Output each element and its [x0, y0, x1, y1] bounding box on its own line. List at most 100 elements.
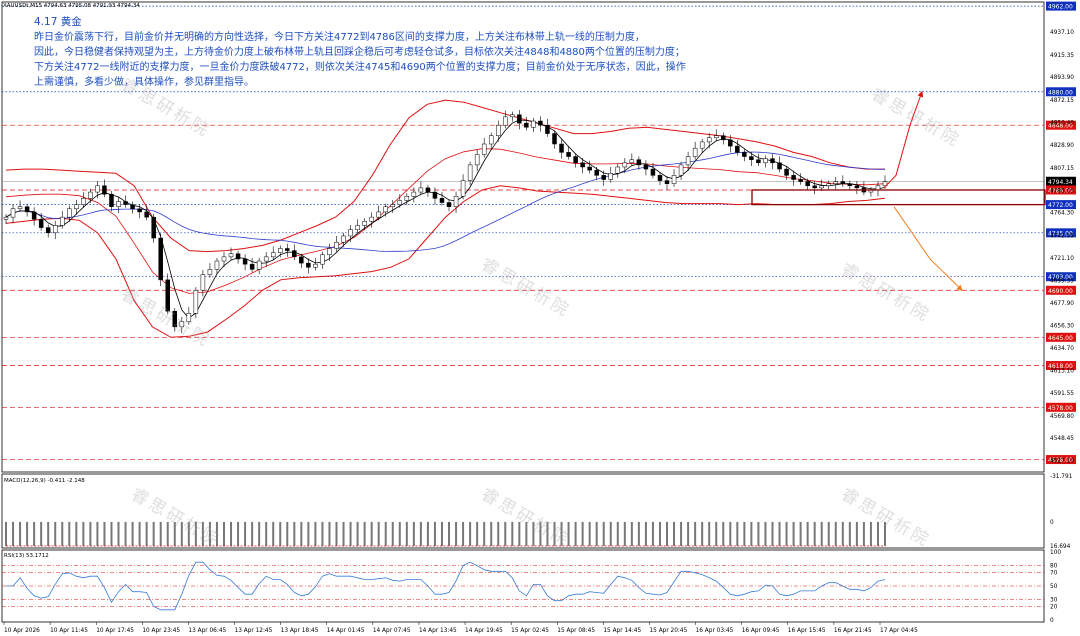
time-tick-label: 15 Apr 14:45	[603, 628, 641, 634]
rsi-tick-label: 0	[1050, 618, 1054, 624]
price-tick-label: 4721.10	[1050, 256, 1074, 262]
price-tick-label: 4828.90	[1050, 143, 1074, 149]
candle-body	[728, 139, 733, 147]
macd-tick-label: -31.791	[1050, 474, 1073, 480]
candle-body	[249, 263, 255, 270]
candle-body	[601, 175, 606, 180]
time-tick-label: 10 Apr 2026	[4, 628, 40, 634]
analysis-line-2: 因此，今日稳健者保持观望为主，上方待金价力度上破布林带上轨且回踩企稳后可考虑轻仓…	[34, 47, 685, 58]
candle-body	[805, 181, 810, 187]
price-level-label: 4745.00	[1048, 230, 1073, 237]
rsi-tick-label: 20	[1050, 604, 1058, 610]
macd-tick-label: 0	[1050, 520, 1054, 526]
price-tick-label: 4807.15	[1050, 166, 1074, 172]
candle-body	[573, 156, 578, 164]
price-tick-label: 4850.40	[1050, 121, 1074, 127]
candle-body	[369, 216, 374, 222]
time-tick-label: 15 Apr 08:45	[557, 628, 595, 634]
candle-body	[587, 166, 592, 171]
time-tick-label: 16 Apr 21:45	[834, 628, 872, 634]
candle-body	[467, 164, 473, 181]
candle-body	[706, 137, 712, 143]
candle-body	[432, 191, 438, 199]
candle-body	[510, 114, 515, 118]
candle-body	[151, 216, 156, 239]
bollinger-lower	[5, 185, 886, 338]
arrow-down	[893, 206, 963, 291]
price-level-tag	[1046, 332, 1076, 342]
candle-body	[629, 159, 635, 164]
candle-body	[840, 181, 846, 184]
candle-body	[123, 201, 128, 205]
time-tick-label: 13 Apr 12:45	[235, 628, 273, 634]
price-level-label: 4528.00	[1048, 457, 1073, 464]
candle-body	[313, 263, 318, 268]
candle-body	[341, 235, 346, 243]
candle-body	[179, 321, 185, 328]
price-level-label: 4618.00	[1048, 363, 1073, 370]
price-level-tag	[1046, 361, 1076, 371]
macd-histogram: MACD(12,26,9) -0.411 -2.148 16.694 0 -31.79…	[4, 474, 1073, 550]
price-tick-label: 4634.70	[1050, 346, 1074, 352]
rsi-tick-label: 70	[1050, 570, 1058, 576]
candle-body	[67, 208, 72, 218]
candle-body	[657, 175, 663, 181]
macd-tick-label: 16.694	[1050, 544, 1071, 550]
rsi-tick-label: 50	[1050, 584, 1058, 590]
price-level-label: 4962.00	[1048, 4, 1073, 11]
time-tick-label: 10 Apr 17:45	[96, 628, 134, 634]
candle-body	[636, 159, 642, 166]
candle-body	[390, 204, 396, 207]
candle-body	[503, 116, 508, 126]
candle-body	[439, 198, 445, 203]
time-tick-label: 16 Apr 09:45	[742, 628, 780, 634]
candle-body	[615, 166, 621, 174]
price-level-label: 4703.00	[1048, 274, 1073, 281]
analysis-text: 4.17 黄金 昨日金价震荡下行，目前金价并无明确的方向性选择，今日下方关注47…	[34, 15, 694, 90]
candle-body	[608, 173, 614, 180]
candle-body	[488, 135, 494, 145]
candle-body	[95, 185, 100, 193]
time-tick-label: 13 Apr 18:45	[281, 628, 319, 634]
candle-body	[756, 159, 761, 164]
price-level-label: 4772.00	[1048, 202, 1073, 209]
price-tick-label: 4699.35	[1050, 279, 1074, 285]
candle-body	[17, 206, 23, 210]
candle-body	[671, 175, 677, 184]
price-tick-label: 4893.90	[1050, 75, 1074, 81]
rsi-label: RSI(13) 53.1712	[4, 553, 49, 559]
price-tick-label: 4548.45	[1050, 436, 1074, 442]
candle-body	[622, 162, 628, 168]
candle-body	[798, 179, 803, 182]
candle-body	[713, 135, 719, 138]
candle-body	[791, 175, 796, 180]
time-tick-label: 10 Apr 23:45	[142, 628, 180, 634]
price-level-tag	[1046, 1, 1076, 11]
candle-body	[277, 248, 283, 253]
time-axis: 10 Apr 2026 10 Apr 11:45 10 Apr 17:45 10 Ap…	[3, 622, 918, 634]
candle-body	[559, 143, 564, 153]
time-tick-label: 14 Apr 01:45	[327, 628, 365, 634]
candle-body	[517, 114, 522, 124]
candle-body	[453, 196, 459, 207]
price-level-tag	[1046, 455, 1076, 465]
price-level-tag	[1046, 176, 1076, 186]
candle-body	[24, 206, 30, 213]
time-tick-label: 15 Apr 20:45	[649, 628, 687, 634]
candle-body	[397, 200, 403, 205]
support-zone	[751, 189, 1046, 206]
time-tick-label: 13 Apr 06:45	[188, 628, 226, 634]
candle-body	[847, 183, 853, 187]
price-level-tag	[1046, 120, 1076, 130]
candle-body	[193, 290, 199, 314]
candle-body	[376, 211, 381, 218]
candle-body	[74, 204, 79, 210]
candle-body	[60, 216, 65, 226]
price-tick-label: 4591.55	[1050, 391, 1074, 397]
candle-body	[81, 198, 86, 205]
candle-body	[819, 185, 824, 189]
candle-body	[481, 143, 487, 155]
candle-body	[763, 158, 768, 164]
